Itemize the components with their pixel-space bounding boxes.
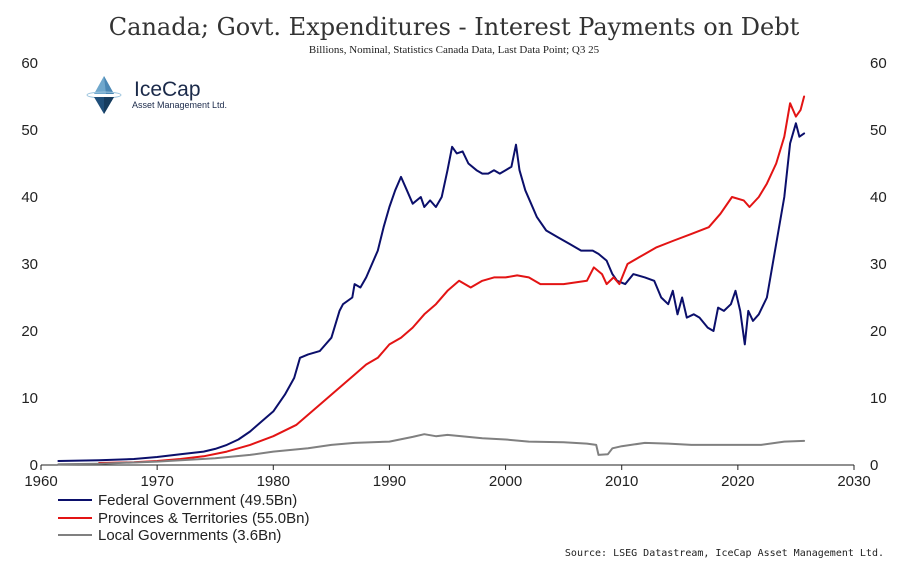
- series-line-federal-government: [57, 122, 806, 462]
- series-lines: [57, 95, 806, 466]
- y-tick-label-left-0: 0: [30, 457, 38, 474]
- x-tick-label-2020: 2020: [721, 473, 754, 490]
- series-line-provinces-territories: [98, 95, 806, 464]
- y-axis-right-ticks: 0 10 20 30 40 50 60: [870, 55, 887, 474]
- y-tick-label-left-50: 50: [21, 122, 38, 139]
- icecap-logo: IceCap Asset Management Ltd.: [86, 76, 227, 114]
- legend-label-federal: Federal Government (49.5Bn): [98, 492, 297, 509]
- x-tick-label-2010: 2010: [605, 473, 638, 490]
- y-tick-label-left-60: 60: [21, 55, 38, 72]
- series-line-local-governments: [57, 433, 806, 466]
- legend-label-provinces: Provinces & Territories (55.0Bn): [98, 510, 309, 527]
- y-tick-label-right-40: 40: [870, 189, 887, 206]
- y-tick-label-right-60: 60: [870, 55, 887, 72]
- x-tick-label-2030: 2030: [837, 473, 870, 490]
- iceberg-icon: [86, 76, 122, 114]
- x-axis-ticks: 1960 1970 1980 1990 2000 2010 2020 2030: [24, 465, 871, 490]
- x-tick-label-1960: 1960: [24, 473, 57, 490]
- y-tick-label-right-0: 0: [870, 457, 878, 474]
- logo-subtitle: Asset Management Ltd.: [132, 100, 227, 110]
- y-axis-left-ticks: 0 10 20 30 40 50 60: [21, 55, 38, 474]
- x-tick-label-2000: 2000: [489, 473, 522, 490]
- legend-item-local: Local Governments (3.6Bn): [58, 527, 281, 544]
- legend-label-local: Local Governments (3.6Bn): [98, 527, 281, 544]
- chart-subtitle: Billions, Nominal, Statistics Canada Dat…: [309, 44, 600, 56]
- y-tick-label-left-20: 20: [21, 323, 38, 340]
- legend-item-federal: Federal Government (49.5Bn): [58, 492, 297, 509]
- source-note: Source: LSEG Datastream, IceCap Asset Ma…: [565, 548, 884, 559]
- y-tick-label-left-40: 40: [21, 189, 38, 206]
- y-tick-label-right-50: 50: [870, 122, 887, 139]
- y-tick-label-right-30: 30: [870, 256, 887, 273]
- x-tick-label-1990: 1990: [373, 473, 406, 490]
- y-tick-label-left-30: 30: [21, 256, 38, 273]
- x-tick-label-1980: 1980: [257, 473, 290, 490]
- chart-title: Canada; Govt. Expenditures - Interest Pa…: [109, 13, 800, 41]
- y-tick-label-right-20: 20: [870, 323, 887, 340]
- y-tick-label-right-10: 10: [870, 390, 887, 407]
- legend-item-provinces: Provinces & Territories (55.0Bn): [58, 510, 309, 527]
- logo-name: IceCap: [134, 78, 201, 101]
- y-tick-label-left-10: 10: [21, 390, 38, 407]
- x-tick-label-1970: 1970: [140, 473, 173, 490]
- legend: Federal Government (49.5Bn) Provinces & …: [58, 492, 309, 544]
